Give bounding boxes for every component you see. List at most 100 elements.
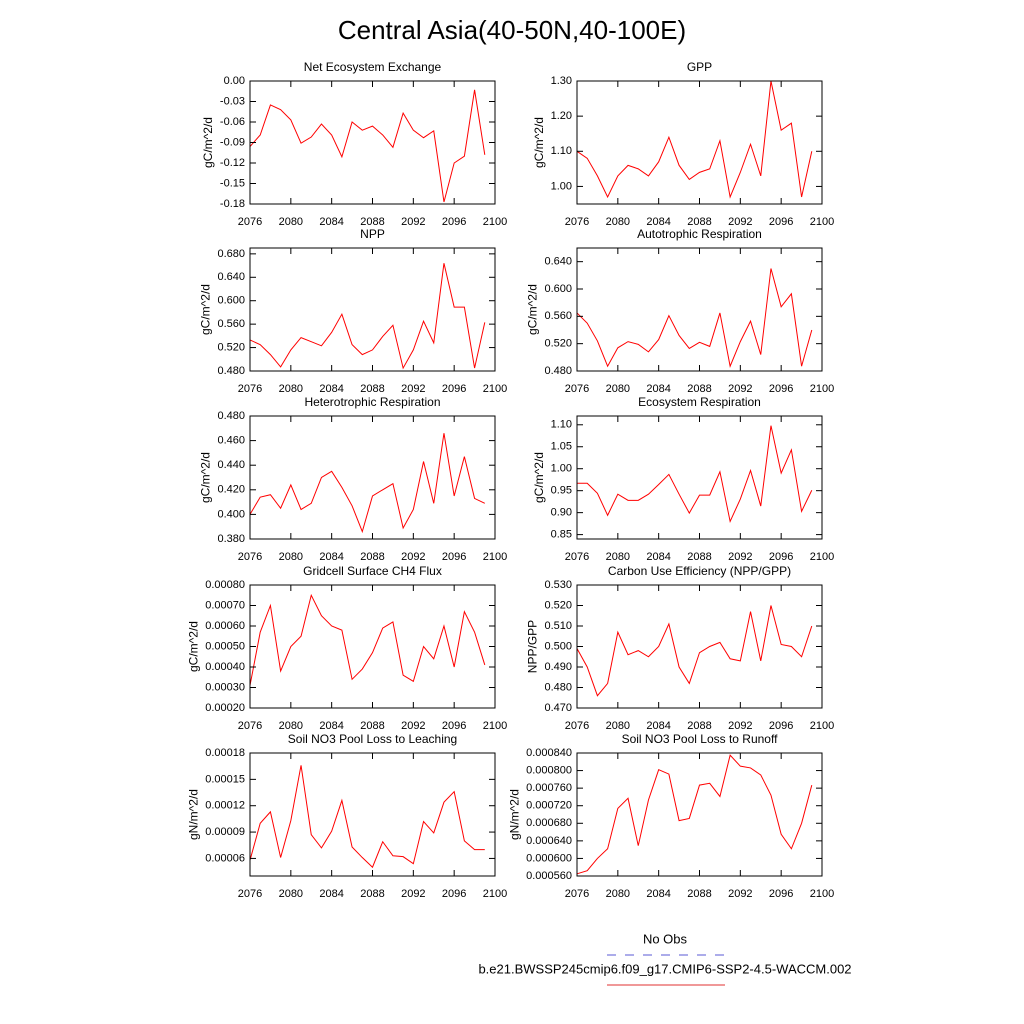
legend-label: No Obs bbox=[643, 931, 688, 946]
x-tick-label: 2096 bbox=[769, 720, 793, 732]
x-tick-label: 2080 bbox=[279, 551, 303, 563]
plot-frame bbox=[249, 415, 496, 540]
y-tick-label: 0.00 bbox=[224, 75, 245, 87]
x-tick-label: 2080 bbox=[279, 383, 303, 395]
x-tick-label: 2076 bbox=[238, 720, 262, 732]
x-tick-label: 2076 bbox=[565, 888, 589, 900]
y-tick-label: 1.30 bbox=[551, 75, 572, 87]
x-tick-label: 2096 bbox=[442, 888, 466, 900]
y-tick-label: 0.000840 bbox=[526, 747, 572, 759]
y-tick-label: 0.480 bbox=[217, 410, 245, 422]
x-tick-label: 2076 bbox=[565, 551, 589, 563]
x-tick-label: 2080 bbox=[606, 888, 630, 900]
x-tick-label: 2088 bbox=[360, 383, 384, 395]
x-tick-label: 2080 bbox=[606, 216, 630, 228]
panel-title: Gridcell Surface CH4 Flux bbox=[303, 564, 442, 578]
x-tick-label: 2088 bbox=[687, 551, 711, 563]
x-tick-label: 2092 bbox=[728, 216, 752, 228]
y-axis-label: gC/m^2/d bbox=[201, 117, 215, 168]
x-tick-label: 2084 bbox=[319, 888, 343, 900]
y-tick-label: 0.530 bbox=[544, 579, 572, 591]
plot-frame bbox=[249, 80, 496, 205]
y-tick-label: 0.000560 bbox=[526, 870, 572, 882]
x-tick-label: 2088 bbox=[360, 551, 384, 563]
panel-title: NPP bbox=[360, 227, 385, 241]
x-tick-label: 2100 bbox=[483, 383, 507, 395]
x-tick-label: 2092 bbox=[728, 720, 752, 732]
x-tick-label: 2096 bbox=[769, 216, 793, 228]
data-line bbox=[249, 593, 486, 686]
x-tick-label: 2088 bbox=[360, 888, 384, 900]
y-tick-label: 0.95 bbox=[551, 485, 572, 497]
y-tick-label: 0.460 bbox=[217, 435, 245, 447]
y-axis-label: gC/m^2/d bbox=[186, 621, 200, 672]
x-tick-label: 2092 bbox=[401, 383, 425, 395]
plot-frame bbox=[576, 752, 823, 877]
y-tick-label: 0.500 bbox=[544, 640, 572, 652]
y-tick-label: 1.20 bbox=[551, 110, 572, 122]
data-line bbox=[249, 765, 485, 869]
y-tick-label: -0.03 bbox=[220, 95, 245, 107]
y-tick-label: 0.00018 bbox=[205, 747, 245, 759]
y-axis-label: gN/m^2/d bbox=[186, 789, 200, 840]
y-tick-label: 0.000680 bbox=[526, 817, 572, 829]
y-tick-label: 0.00050 bbox=[205, 640, 245, 652]
data-line bbox=[249, 263, 486, 370]
y-axis-label: gN/m^2/d bbox=[507, 789, 521, 840]
y-tick-label: 0.490 bbox=[544, 661, 572, 673]
y-tick-label: 0.600 bbox=[544, 283, 572, 295]
y-tick-label: 0.520 bbox=[544, 599, 572, 611]
plot-frame bbox=[576, 584, 823, 709]
data-line bbox=[576, 754, 813, 875]
y-tick-label: 0.640 bbox=[217, 271, 245, 283]
data-line bbox=[576, 605, 813, 697]
y-tick-label: 0.480 bbox=[544, 365, 572, 377]
plot-frame bbox=[576, 247, 823, 372]
y-tick-label: 0.600 bbox=[217, 295, 245, 307]
x-tick-label: 2096 bbox=[442, 383, 466, 395]
x-tick-label: 2092 bbox=[728, 551, 752, 563]
x-tick-label: 2076 bbox=[238, 383, 262, 395]
y-tick-label: 0.00020 bbox=[205, 702, 245, 714]
y-tick-label: 0.380 bbox=[217, 533, 245, 545]
x-tick-label: 2096 bbox=[442, 551, 466, 563]
data-line bbox=[577, 425, 813, 524]
figure-title: Central Asia(40-50N,40-100E) bbox=[338, 15, 686, 45]
y-tick-label: 1.10 bbox=[551, 145, 572, 157]
y-tick-label: -0.09 bbox=[220, 136, 245, 148]
data-line bbox=[576, 268, 813, 368]
x-tick-label: 2080 bbox=[606, 551, 630, 563]
data-line bbox=[249, 89, 486, 203]
y-tick-label: 0.00080 bbox=[205, 579, 245, 591]
plot-frame bbox=[576, 80, 823, 205]
y-tick-label: 0.640 bbox=[544, 256, 572, 268]
y-tick-label: 0.00070 bbox=[205, 599, 245, 611]
x-tick-label: 2096 bbox=[769, 383, 793, 395]
x-tick-label: 2088 bbox=[687, 216, 711, 228]
x-tick-label: 2088 bbox=[360, 720, 384, 732]
data-line bbox=[576, 80, 813, 199]
y-tick-label: 0.520 bbox=[544, 338, 572, 350]
y-tick-label: -0.15 bbox=[220, 177, 245, 189]
x-tick-label: 2092 bbox=[401, 216, 425, 228]
plot-frame bbox=[249, 247, 496, 372]
y-axis-label: gC/m^2/d bbox=[199, 284, 213, 335]
x-tick-label: 2088 bbox=[360, 216, 384, 228]
y-tick-label: 0.440 bbox=[217, 459, 245, 471]
x-tick-label: 2088 bbox=[687, 383, 711, 395]
x-tick-label: 2076 bbox=[565, 216, 589, 228]
y-axis-label: gC/m^2/d bbox=[532, 452, 546, 503]
panel-title: Soil NO3 Pool Loss to Runoff bbox=[622, 732, 779, 746]
y-tick-label: 0.480 bbox=[544, 681, 572, 693]
x-tick-label: 2096 bbox=[769, 888, 793, 900]
panel-title: Heterotrophic Respiration bbox=[304, 395, 440, 409]
x-tick-label: 2092 bbox=[728, 888, 752, 900]
panel-title: Ecosystem Respiration bbox=[638, 395, 761, 409]
y-tick-label: 0.00040 bbox=[205, 661, 245, 673]
x-tick-label: 2096 bbox=[442, 216, 466, 228]
x-tick-label: 2084 bbox=[319, 216, 343, 228]
y-tick-label: 0.420 bbox=[217, 484, 245, 496]
y-tick-label: 0.00015 bbox=[205, 773, 245, 785]
y-axis-label: gC/m^2/d bbox=[526, 284, 540, 335]
